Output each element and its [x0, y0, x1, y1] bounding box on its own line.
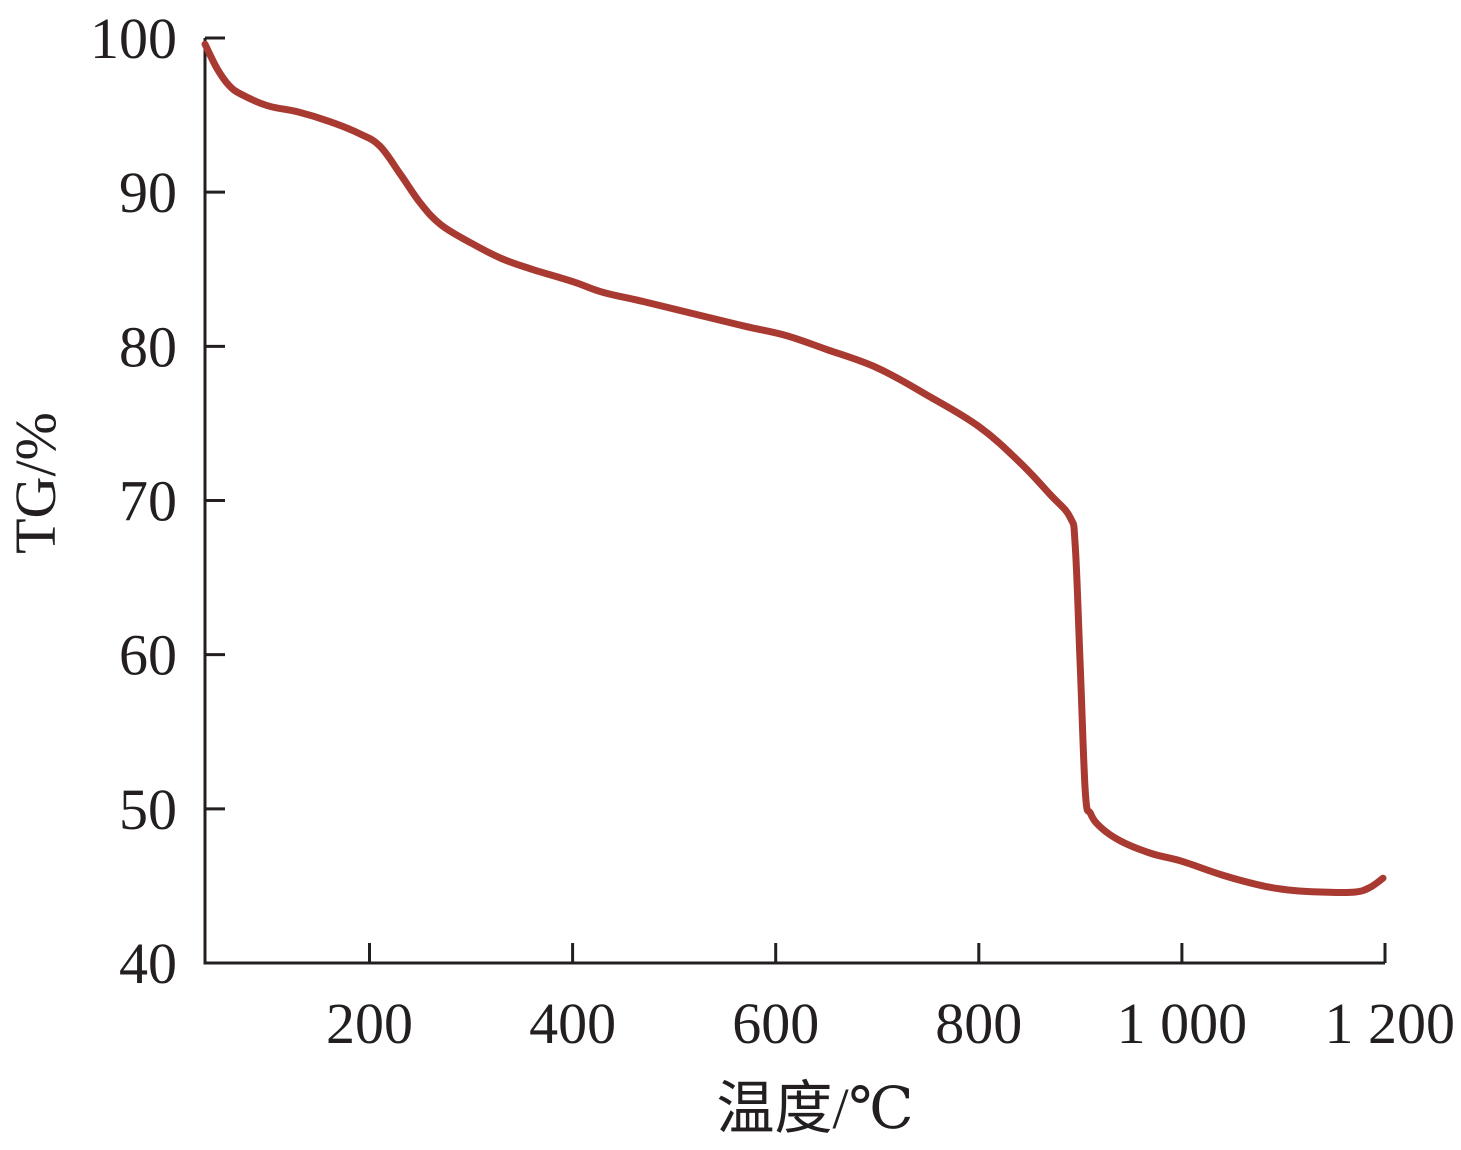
y-tick-label: 70: [119, 469, 177, 534]
x-tick-label: 400: [529, 991, 616, 1056]
x-axis-title: 温度/℃: [717, 1076, 914, 1141]
y-tick-label: 100: [90, 6, 177, 71]
y-tick-label: 40: [119, 931, 177, 996]
y-axis-title: TG/%: [3, 412, 68, 554]
y-tick-label: 90: [119, 160, 177, 225]
y-tick-label: 50: [119, 777, 177, 842]
y-ticks: 40 50 60 70 80 90 100: [90, 6, 225, 996]
x-tick-label: 200: [326, 991, 413, 1056]
tg-curve-0: [201, 40, 1387, 897]
y-tick-label: 60: [119, 623, 177, 688]
x-tick-label: 600: [732, 991, 819, 1056]
x-tick-label: 800: [935, 991, 1022, 1056]
x-tick-label: 1 000: [1117, 991, 1248, 1056]
axes: [203, 38, 1385, 965]
x-ticks: 200 400 600 800 1 000 1 200: [326, 943, 1455, 1056]
series-group: [201, 40, 1387, 897]
x-tick-label: 1 200: [1325, 991, 1456, 1056]
y-tick-label: 80: [119, 314, 177, 379]
